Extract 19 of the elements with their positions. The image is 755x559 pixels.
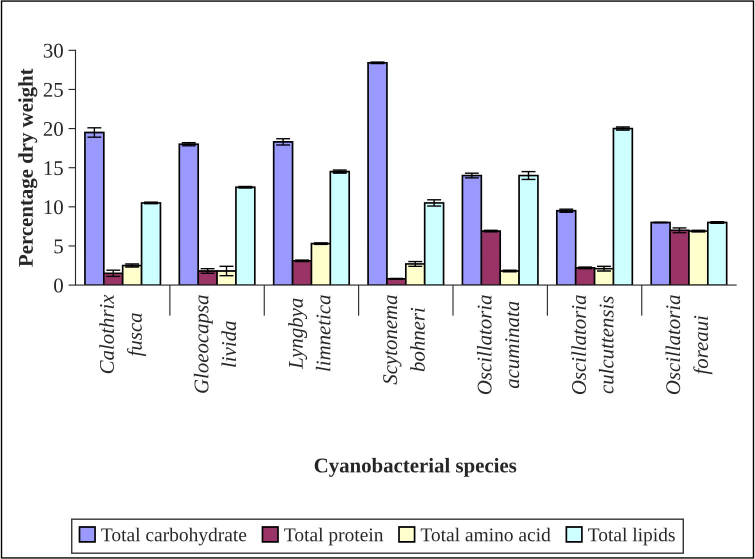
y-tick-label: 25 (44, 82, 63, 97)
legend-label: Total protein (284, 528, 384, 546)
x-axis-title: Cyanobacterial species (314, 458, 516, 477)
legend-label: Total lipids (588, 528, 675, 546)
y-tick-label: 30 (44, 44, 63, 58)
y-tick-label: 0 (54, 278, 63, 293)
x-tick-label: Calothrix fusca (99, 294, 146, 374)
x-tick-label: Lyngbya limnetica (288, 295, 330, 371)
y-axis-title: Percentage dry weight (18, 68, 38, 267)
legend-label: Total amino acid (420, 528, 551, 542)
y-tick-label: 20 (44, 122, 63, 136)
x-tick-label: Oscillatoria culcuttensis (571, 295, 614, 394)
x-tick-label: Oscillatoria foreaui (666, 295, 712, 394)
legend-label: Total carbohydrate (101, 528, 246, 546)
y-tick-label: 5 (54, 240, 63, 254)
y-tick-label: 10 (44, 200, 63, 214)
x-tick-label: Scytonema bohneri (383, 295, 425, 384)
y-tick-label: 15 (44, 161, 63, 176)
x-tick-label: Gloeocapsa livida (194, 295, 236, 393)
